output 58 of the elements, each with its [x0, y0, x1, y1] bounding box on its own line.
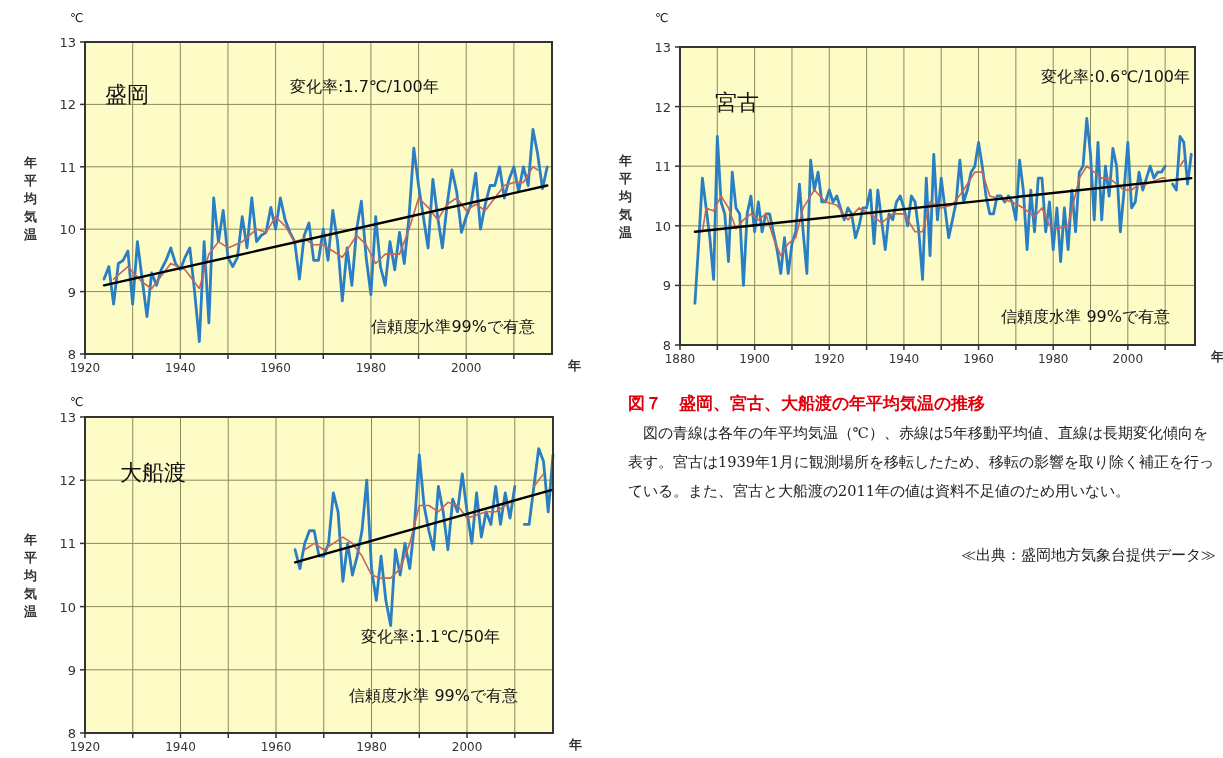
y-tick-label: 8 [67, 347, 76, 362]
text: 盛岡 [105, 82, 149, 107]
text: 図の青線は各年の年平均気温（℃）、赤線は5年移動平均値、直線は長期変化傾向を表す。宮古は1939年1月に観測場所を移転したため、移転の影響を取り除く補正を行っている。また、宮古と大船渡の2011年の値は資料不足値のため用いない。 [628, 424, 1216, 501]
text: ℃ [70, 11, 84, 25]
annotation: 信頼度水準 99%で有意 [1001, 307, 1170, 326]
annotation: 変化率:1.7℃/100年 [290, 77, 439, 96]
y-tick-label: 10 [59, 222, 76, 238]
line-series [102, 127, 549, 343]
x-tick-label: 1920 [814, 352, 845, 366]
x-tick-label: 1980 [1037, 352, 1069, 366]
y-tick-label: 13 [654, 40, 671, 55]
y-tick-label: 8 [67, 726, 76, 741]
x-axis-title: 年 [566, 358, 581, 373]
y-tick-label: 9 [662, 278, 671, 294]
y-axis-title: 年平均気温 [617, 153, 632, 240]
x-tick-label: 2000 [450, 361, 482, 375]
y-tick-label: 10 [654, 218, 671, 234]
y-tick-label: 11 [654, 159, 671, 175]
x-tick-label: 1980 [356, 740, 387, 754]
x-tick-label: 1900 [739, 352, 770, 366]
y-tick-label: 11 [59, 159, 76, 175]
x-tick-label: 1980 [355, 361, 387, 375]
y-tick-label: 9 [67, 662, 76, 678]
y-tick-label: 11 [59, 536, 76, 552]
x-axis-title: 年 [567, 737, 582, 752]
y-tick-label: 12 [654, 99, 671, 115]
line-series [112, 166, 539, 290]
x-tick-label: 1920 [69, 361, 101, 375]
y-axis-title: 年平均気温 [22, 155, 37, 242]
x-tick-label: 1920 [69, 740, 101, 754]
x-tick-label: 1880 [664, 352, 696, 366]
annotation: 信頼度水準 99%で有意 [349, 686, 518, 705]
y-tick-label: 12 [59, 473, 76, 489]
x-tick-label: 1940 [888, 352, 920, 366]
x-tick-label: 1940 [165, 361, 196, 375]
x-tick-label: 2000 [1112, 352, 1144, 366]
text: ℃ [70, 395, 84, 409]
x-tick-label: 1960 [260, 361, 291, 375]
y-tick-label: 10 [59, 599, 76, 615]
y-tick-label: 9 [67, 284, 76, 300]
x-tick-label: 1960 [260, 740, 292, 754]
annotation: 変化率:0.6℃/100年 [1041, 67, 1190, 86]
text: ≪出典：盛岡地方気象台提供データ≫ [960, 546, 1216, 565]
text: 図７ 盛岡、宮古、大船渡の年平均気温の推移 [628, 392, 986, 415]
x-tick-label: 1940 [165, 740, 196, 754]
text: 大船渡 [120, 460, 186, 485]
y-tick-label: 12 [59, 97, 76, 113]
x-axis-title: 年 [1209, 349, 1223, 364]
x-tick-label: 1960 [963, 352, 994, 366]
text: ℃ [655, 11, 669, 25]
annotation: 信頼度水準99%で有意 [371, 317, 535, 336]
y-axis-title: 年平均気温 [22, 532, 37, 619]
x-tick-label: 2000 [451, 740, 483, 754]
annotation: 変化率:1.1℃/50年 [361, 627, 500, 646]
text: 宮古 [715, 90, 759, 115]
y-tick-label: 13 [59, 35, 76, 50]
y-tick-label: 13 [59, 410, 76, 425]
y-tick-label: 8 [662, 338, 671, 353]
